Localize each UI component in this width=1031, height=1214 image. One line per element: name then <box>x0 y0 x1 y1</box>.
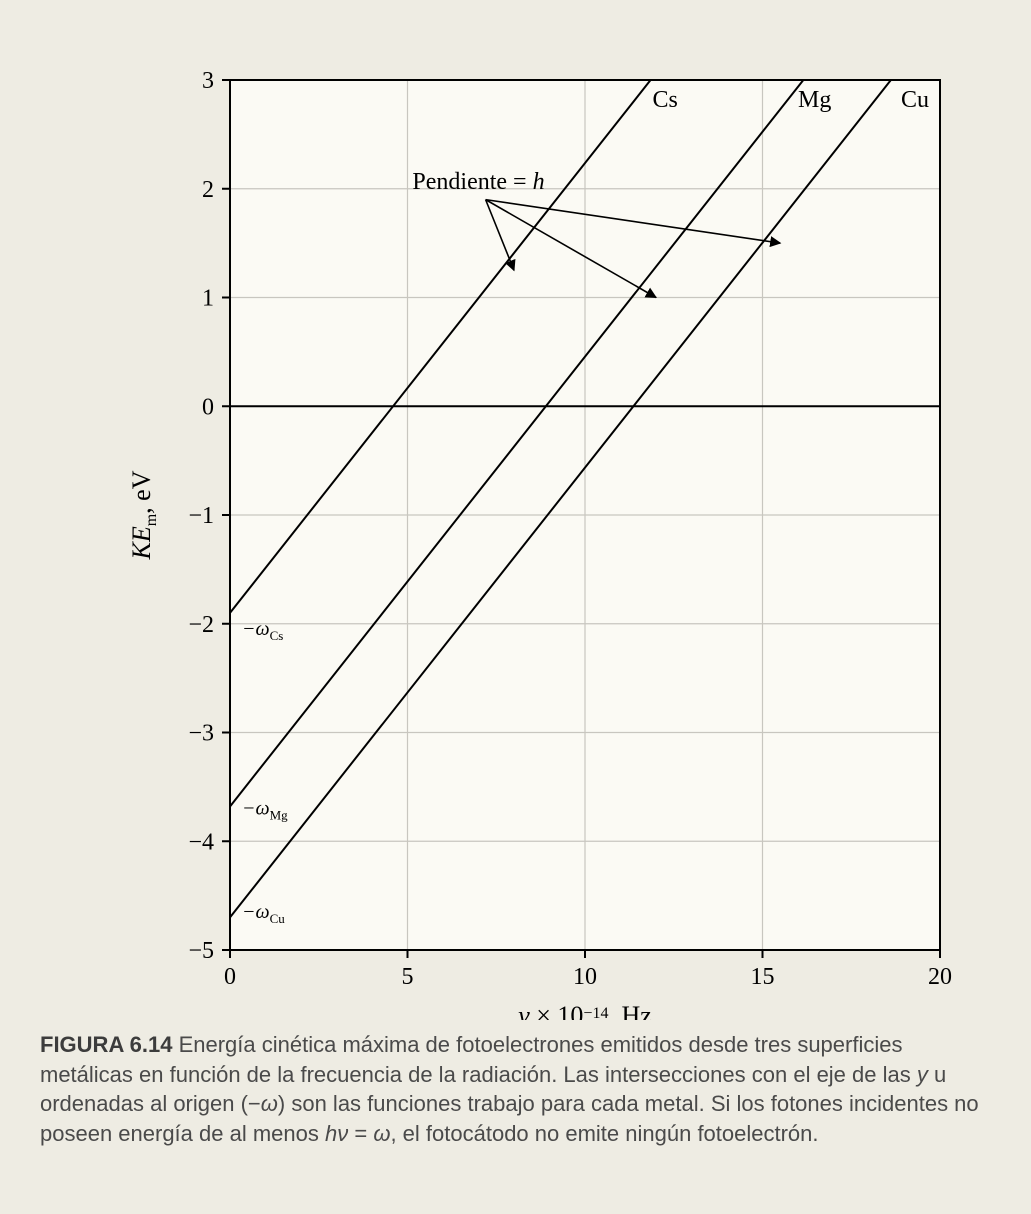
y-axis-label: KEm, eV <box>127 470 160 560</box>
ytick-label: −5 <box>188 938 214 964</box>
xtick-label: 20 <box>928 964 952 990</box>
figure-label: FIGURA 6.14 <box>40 1032 172 1057</box>
slope-label: Pendiente = h <box>412 169 544 195</box>
caption-y-symbol: y <box>917 1062 928 1087</box>
xtick-label: 0 <box>224 964 236 990</box>
ytick-label: −4 <box>188 829 214 855</box>
caption-text-1: Energía cinética máxima de fotoelectrone… <box>40 1032 917 1087</box>
caption-hv-symbol: hν <box>325 1121 348 1146</box>
series-label-Mg: Mg <box>798 87 831 113</box>
caption-omega-symbol-2: ω <box>373 1121 390 1146</box>
series-label-Cs: Cs <box>652 87 677 113</box>
xtick-label: 10 <box>573 964 597 990</box>
page: 0 5 10 15 20 −5 −4 −3 −2 −1 0 1 2 3 ν × 10−14, Hz KEm, … <box>0 0 1031 1214</box>
ytick-label: −1 <box>188 503 214 529</box>
x-axis-label: ν × 10−14, Hz <box>518 1001 652 1020</box>
ytick-label: −3 <box>188 721 214 747</box>
ytick-label: 1 <box>202 286 214 312</box>
xtick-label: 15 <box>751 964 775 990</box>
xtick-label: 5 <box>402 964 414 990</box>
photoelectric-chart: 0 5 10 15 20 −5 −4 −3 −2 −1 0 1 2 3 ν × 10−14, Hz KEm, … <box>30 40 1000 1020</box>
series-label-Cu: Cu <box>901 87 929 113</box>
ytick-label: −2 <box>188 612 214 638</box>
caption-text-5: , el fotocátodo no emite ningún fotoelec… <box>390 1121 818 1146</box>
ytick-label: 2 <box>202 177 214 203</box>
caption-text-4: = <box>348 1121 373 1146</box>
ytick-label: 3 <box>202 68 214 94</box>
caption-omega-symbol: ω <box>261 1091 278 1116</box>
figure-caption: FIGURA 6.14 Energía cinética máxima de f… <box>30 1020 1001 1149</box>
ytick-label: 0 <box>202 394 214 420</box>
chart-container: 0 5 10 15 20 −5 −4 −3 −2 −1 0 1 2 3 ν × 10−14, Hz KEm, … <box>30 40 1001 1020</box>
